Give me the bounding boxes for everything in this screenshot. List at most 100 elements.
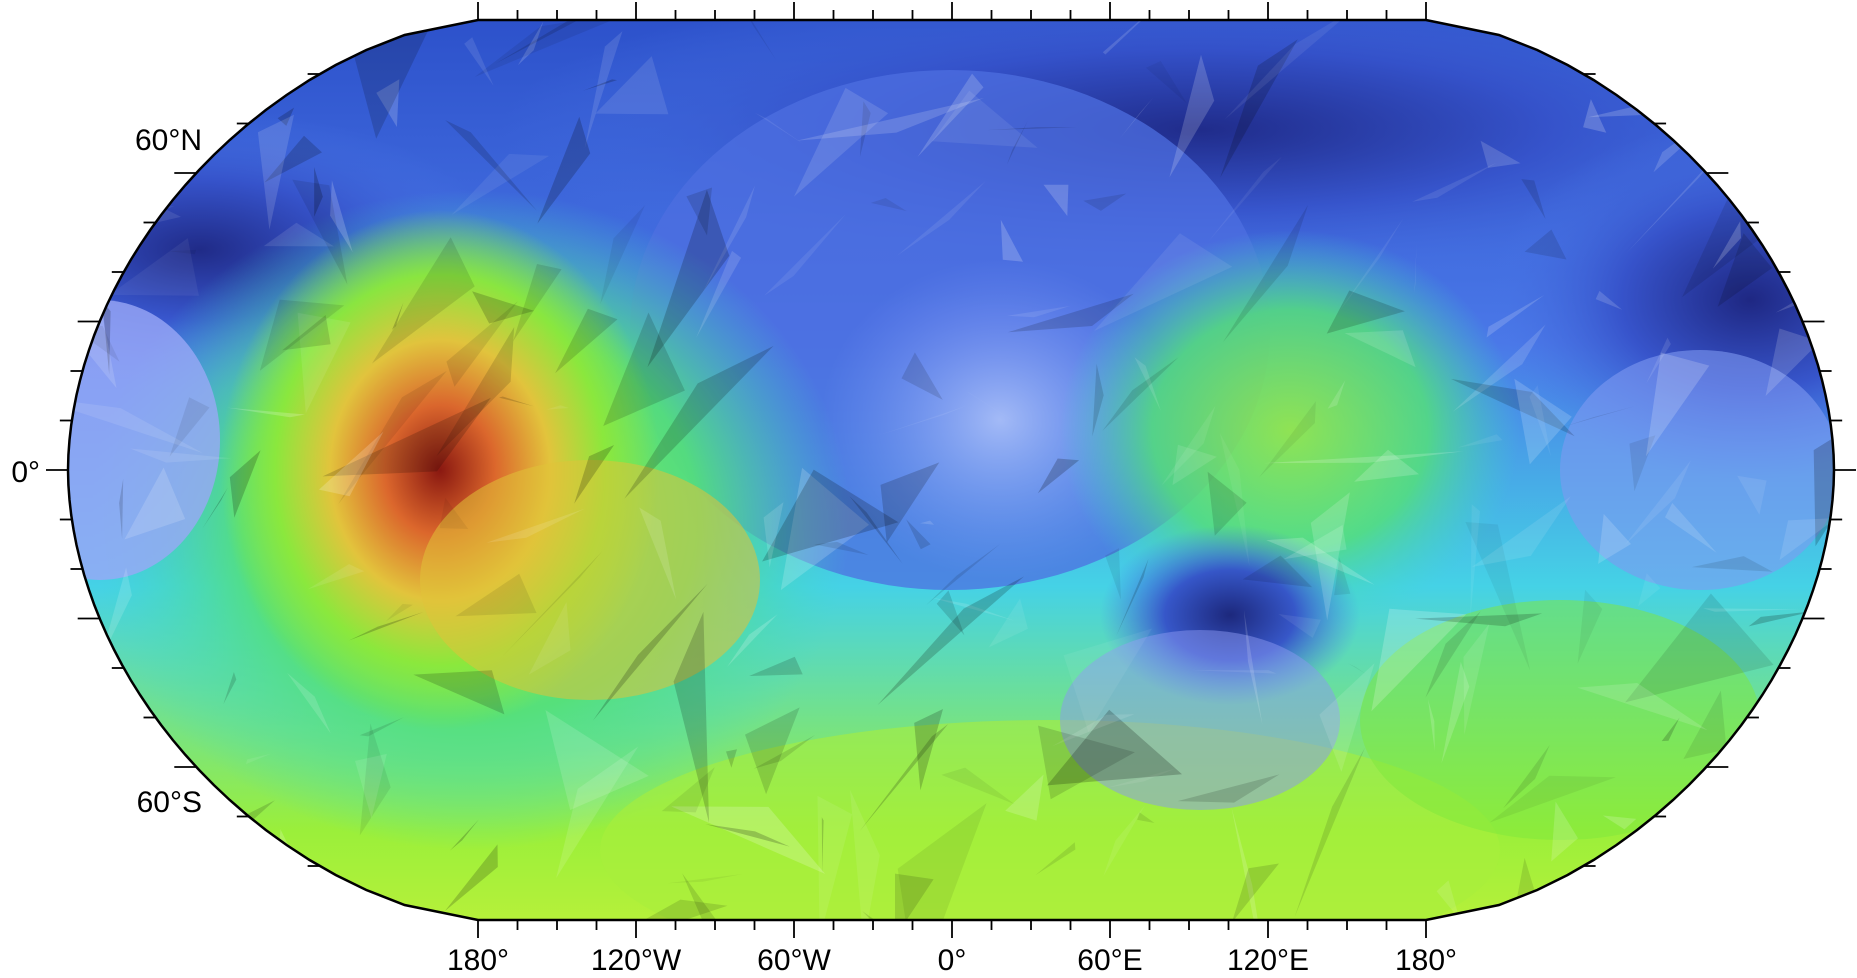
facet: [124, 467, 186, 540]
facet: [1161, 405, 1216, 486]
facet: [1465, 522, 1531, 671]
facet: [901, 352, 943, 400]
facet: [647, 189, 730, 368]
facet: [1242, 555, 1313, 588]
facet: [1414, 241, 1417, 294]
facet: [705, 824, 790, 847]
facet: [1231, 863, 1279, 920]
facet: [322, 397, 491, 477]
facet: [673, 611, 709, 823]
facet: [850, 789, 880, 920]
facet: [1712, 221, 1741, 269]
facet: [1471, 496, 1571, 567]
facet: [1577, 683, 1708, 731]
facet: [1521, 179, 1546, 220]
facet: [392, 302, 404, 330]
facet: [1294, 747, 1365, 918]
facet: [194, 20, 320, 87]
facet: [282, 315, 331, 351]
facet: [1802, 243, 1834, 313]
facet: [726, 749, 737, 768]
facet: [895, 873, 934, 920]
facet: [1737, 475, 1767, 515]
facet: [102, 300, 111, 375]
lon-label-60w: 60°W: [757, 944, 831, 977]
facet: [1223, 204, 1309, 343]
facet: [600, 205, 646, 305]
facet: [495, 20, 616, 64]
facet: [287, 672, 331, 734]
facet: [98, 167, 137, 198]
facet: [877, 576, 1025, 706]
facet: [556, 746, 639, 879]
facet: [1119, 97, 1154, 139]
facet: [1691, 556, 1773, 572]
facet: [1658, 881, 1724, 899]
facet: [639, 507, 677, 600]
facet: [1624, 460, 1691, 545]
facet: [1207, 156, 1283, 243]
facet: [574, 445, 615, 504]
facet: [1646, 352, 1710, 457]
facet: [794, 87, 889, 197]
facet: [1105, 548, 1121, 600]
facet: [1207, 471, 1247, 536]
facet: [119, 478, 124, 539]
facet: [445, 120, 537, 211]
facet: [1264, 451, 1464, 464]
facet: [1371, 608, 1467, 712]
facet: [355, 753, 387, 819]
facet: [1220, 39, 1298, 178]
facet: [1177, 774, 1280, 803]
lon-label-180e: 180°: [1395, 944, 1457, 977]
facet: [686, 187, 712, 236]
facet: [1035, 842, 1076, 876]
facet: [1344, 330, 1416, 368]
facet: [1583, 99, 1607, 133]
lat-label-60s: 60°S: [137, 786, 202, 819]
facet: [583, 899, 728, 920]
facet: [1000, 219, 1023, 262]
facet: [1037, 458, 1080, 494]
facet: [941, 767, 1015, 805]
facet: [1134, 357, 1161, 412]
facet: [555, 308, 618, 374]
facet: [897, 803, 987, 920]
facet: [1683, 690, 1727, 759]
facet: [68, 396, 203, 454]
facet: [1745, 21, 1773, 85]
facet: [1514, 378, 1572, 465]
facet: [1748, 770, 1813, 831]
facet: [1425, 611, 1481, 698]
facet: [517, 21, 544, 66]
facet: [753, 735, 815, 769]
facet: [1577, 589, 1603, 664]
facet: [906, 519, 931, 550]
facet: [1043, 184, 1069, 216]
lon-label-120e: 120°E: [1227, 944, 1309, 977]
facet: [1463, 623, 1490, 735]
facet: [169, 397, 210, 457]
facet: [226, 407, 305, 418]
facet: [1779, 518, 1834, 561]
facet: [764, 214, 846, 296]
facet: [1231, 807, 1275, 920]
facet: [1489, 775, 1616, 823]
facet: [1638, 573, 1661, 607]
facet: [1047, 709, 1182, 786]
facet: [702, 185, 755, 293]
facet: [1551, 801, 1578, 862]
facet: [754, 112, 806, 146]
facet: [1092, 363, 1104, 437]
facet: [297, 312, 351, 414]
facet: [177, 844, 280, 891]
facet: [1283, 525, 1347, 560]
facet: [624, 345, 774, 499]
facet: [168, 249, 197, 255]
facet: [1169, 54, 1215, 178]
facet: [1415, 613, 1543, 627]
facet: [877, 405, 967, 436]
facet: [1441, 661, 1470, 764]
facet: [1665, 503, 1717, 553]
facet: [1748, 611, 1815, 627]
